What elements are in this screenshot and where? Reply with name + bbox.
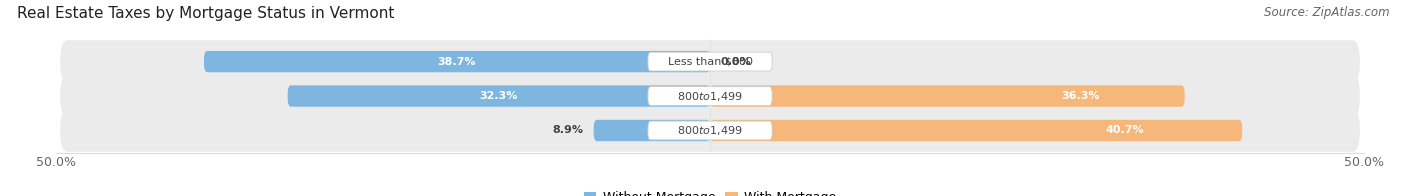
FancyBboxPatch shape	[648, 52, 772, 71]
Text: Real Estate Taxes by Mortgage Status in Vermont: Real Estate Taxes by Mortgage Status in …	[17, 6, 394, 21]
Text: $800 to $1,499: $800 to $1,499	[678, 90, 742, 103]
Legend: Without Mortgage, With Mortgage: Without Mortgage, With Mortgage	[579, 186, 841, 196]
Text: 0.0%: 0.0%	[720, 57, 751, 67]
FancyBboxPatch shape	[60, 40, 1360, 83]
Text: 36.3%: 36.3%	[1062, 91, 1099, 101]
FancyBboxPatch shape	[288, 85, 710, 107]
Text: $800 to $1,499: $800 to $1,499	[678, 124, 742, 137]
FancyBboxPatch shape	[648, 87, 772, 105]
Text: Less than $800: Less than $800	[668, 57, 752, 67]
Text: 40.7%: 40.7%	[1107, 125, 1144, 135]
Text: Source: ZipAtlas.com: Source: ZipAtlas.com	[1264, 6, 1389, 19]
FancyBboxPatch shape	[710, 120, 1243, 141]
FancyBboxPatch shape	[710, 85, 1185, 107]
FancyBboxPatch shape	[60, 75, 1360, 117]
FancyBboxPatch shape	[648, 121, 772, 140]
FancyBboxPatch shape	[60, 109, 1360, 152]
Text: 38.7%: 38.7%	[437, 57, 477, 67]
FancyBboxPatch shape	[204, 51, 710, 72]
FancyBboxPatch shape	[593, 120, 710, 141]
Text: 32.3%: 32.3%	[479, 91, 517, 101]
Text: 8.9%: 8.9%	[553, 125, 583, 135]
